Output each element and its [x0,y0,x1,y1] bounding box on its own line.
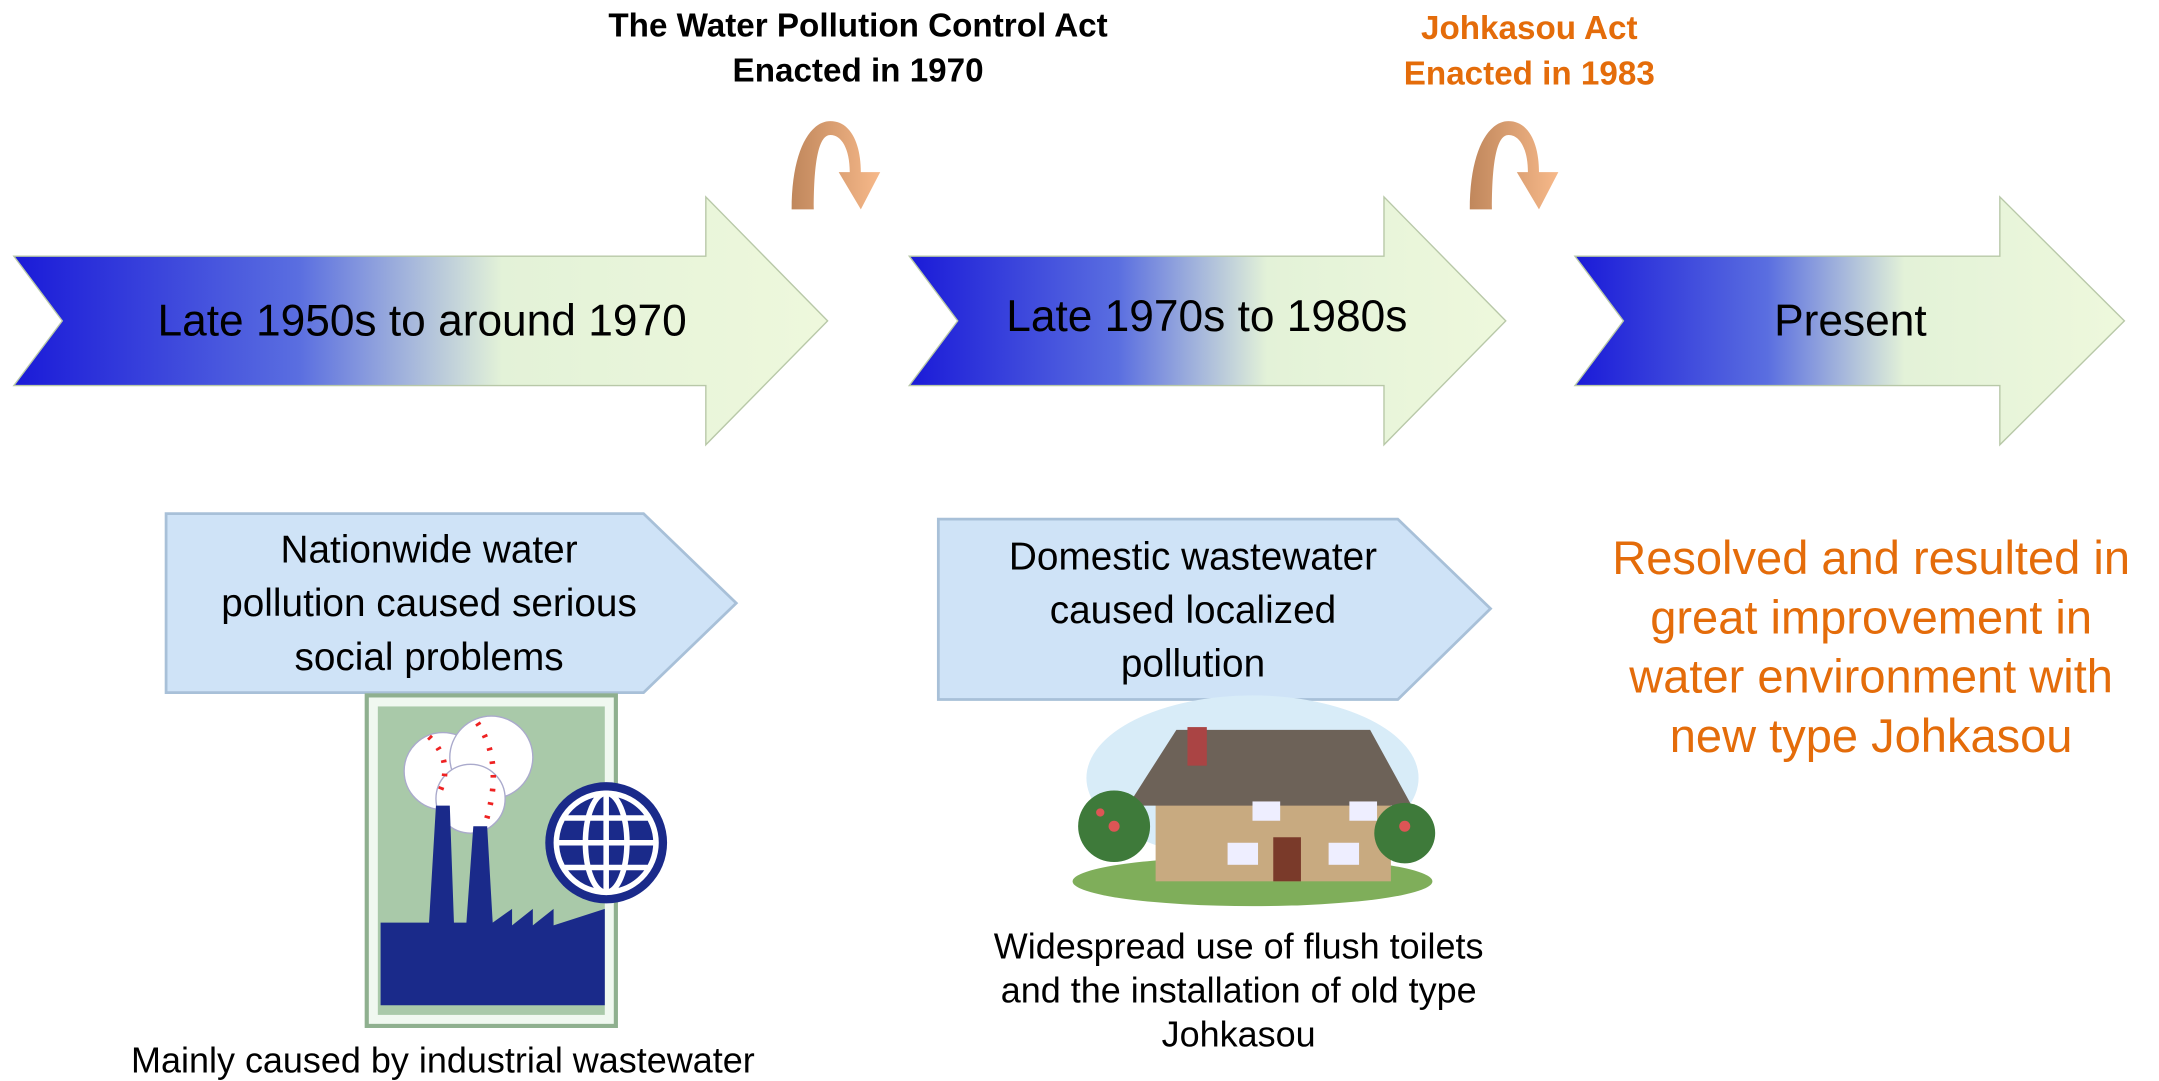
caption: Widespread use of flush toilets [994,926,1484,966]
timeline-arrow [12,195,829,447]
result-text: new type Johkasou [1670,710,2073,762]
problem-text: social problems [294,636,563,679]
act-label: Enacted in 1970 [733,53,984,90]
stage-label: Late 1970s to 1980s [1006,292,1407,341]
result-text: great improvement in [1650,592,2092,644]
act-label: Johkasou Act [1421,10,1638,47]
house-icon [1072,695,1436,907]
stage-label: Late 1950s to around 1970 [158,296,687,345]
stage-label: Present [1774,296,1927,345]
problem-text: caused localized [1050,589,1336,632]
factory-icon [364,693,668,1028]
problem-text: pollution [1121,643,1265,686]
problem-box [164,512,739,695]
curved-arrow [791,121,881,210]
problem-text: Nationwide water [280,528,577,571]
timeline-arrow [907,195,1507,447]
act-label: Enacted in 1983 [1404,56,1655,93]
result-text: water environment with [1628,651,2113,703]
problem-text: pollution caused serious [221,582,637,625]
result-text: Resolved and resulted in [1612,532,2130,584]
problem-text: Domestic wastewater [1009,535,1377,578]
act-label: The Water Pollution Control Act [608,7,1107,44]
caption: Mainly caused by industrial wastewater [131,1041,755,1081]
caption: Johkasou [1162,1014,1316,1054]
problem-box [936,517,1493,701]
timeline-arrow [1573,195,2126,447]
curved-arrow [1469,121,1559,210]
caption: and the installation of old type [1001,970,1477,1010]
